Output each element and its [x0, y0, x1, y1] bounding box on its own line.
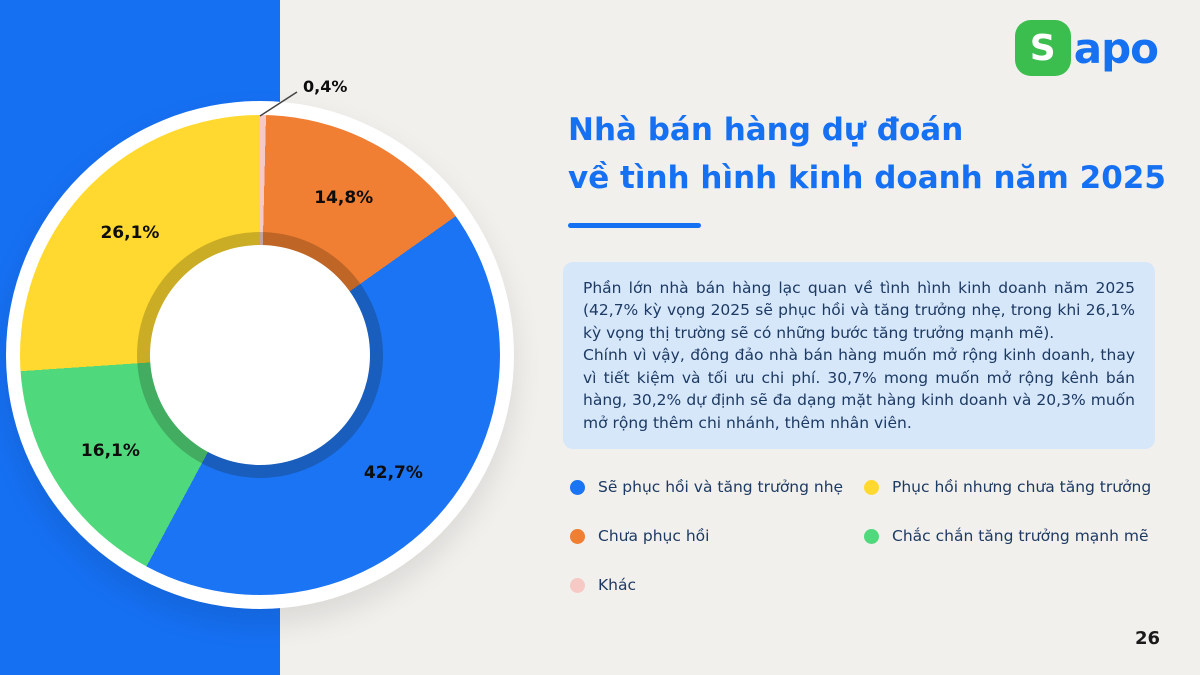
legend-dot — [864, 528, 879, 544]
legend-item: Sẽ phục hồi và tăng trưởng nhẹ — [570, 478, 864, 496]
legend-label: Khác — [598, 576, 637, 594]
legend-item: Khác — [570, 576, 864, 594]
sapo-logo: S apo — [1014, 20, 1159, 76]
legend-column: Sẽ phục hồi và tăng trưởng nhẹ Chưa phục … — [570, 478, 864, 594]
page-number: 26 — [1134, 628, 1160, 649]
summary-box: Phần lớn nhà bán hàng lạc quan về tình h… — [563, 262, 1155, 450]
sapo-logo-text: apo — [1073, 23, 1159, 73]
legend-item: Chưa phục hồi — [570, 527, 864, 545]
legend-dot — [570, 528, 585, 544]
legend-column: Phục hồi nhưng chưa tăng trưởng Chắc chắn… — [864, 478, 1151, 594]
sapo-logo-icon: S — [1014, 20, 1071, 76]
legend-dot — [864, 479, 879, 495]
legend-item: Chắc chắn tăng trưởng mạnh mẽ — [864, 527, 1151, 545]
summary-paragraph-1: Phần lớn nhà bán hàng lạc quan về tình h… — [583, 279, 1135, 342]
legend-label: Phục hồi nhưng chưa tăng trưởng — [892, 478, 1152, 496]
legend-label: Sẽ phục hồi và tăng trưởng nhẹ — [598, 478, 844, 496]
page-title-line2: về tình hình kinh doanh năm 2025 — [568, 160, 1166, 196]
chart-legend: Sẽ phục hồi và tăng trưởng nhẹ Chưa phục … — [570, 478, 1151, 594]
legend-item: Phục hồi nhưng chưa tăng trưởng — [864, 478, 1151, 496]
donut-hole — [150, 245, 370, 465]
legend-label: Chắc chắn tăng trưởng mạnh mẽ — [892, 527, 1149, 545]
legend-dot — [570, 479, 585, 495]
summary-paragraph-2: Chính vì vậy, đông đảo nhà bán hàng muốn… — [583, 346, 1135, 432]
page-title: Nhà bán hàng dự đoán về tình hình kinh d… — [568, 106, 1166, 202]
callout-line — [259, 91, 298, 117]
legend-label: Chưa phục hồi — [598, 527, 710, 545]
legend-dot — [570, 577, 585, 593]
title-underline — [568, 223, 701, 228]
segment-value-label-khac: 0,4% — [303, 77, 348, 96]
page-title-line1: Nhà bán hàng dự đoán — [568, 112, 964, 148]
